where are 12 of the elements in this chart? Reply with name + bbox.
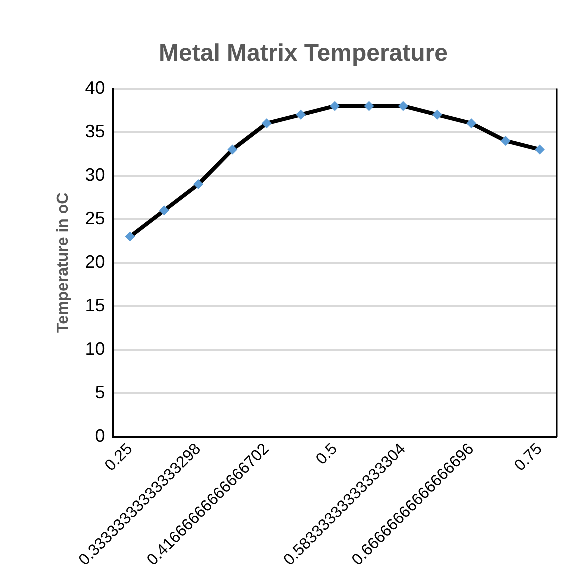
y-tick-label: 20 (85, 252, 106, 272)
chart-title: Metal Matrix Temperature (159, 40, 448, 68)
y-tick-label: 15 (85, 295, 106, 316)
y-tick-label: 5 (95, 382, 106, 402)
y-tick-label: 10 (85, 338, 106, 359)
y-tick-label: 25 (85, 208, 106, 228)
y-tick-label: 0 (95, 426, 106, 446)
x-tick-label: 0.75 (512, 440, 546, 475)
y-tick-label: 35 (85, 121, 106, 142)
y-tick-label: 40 (85, 78, 106, 98)
y-tick-label: 30 (85, 164, 106, 185)
y-axis-title: Temperature in oC (55, 192, 72, 333)
